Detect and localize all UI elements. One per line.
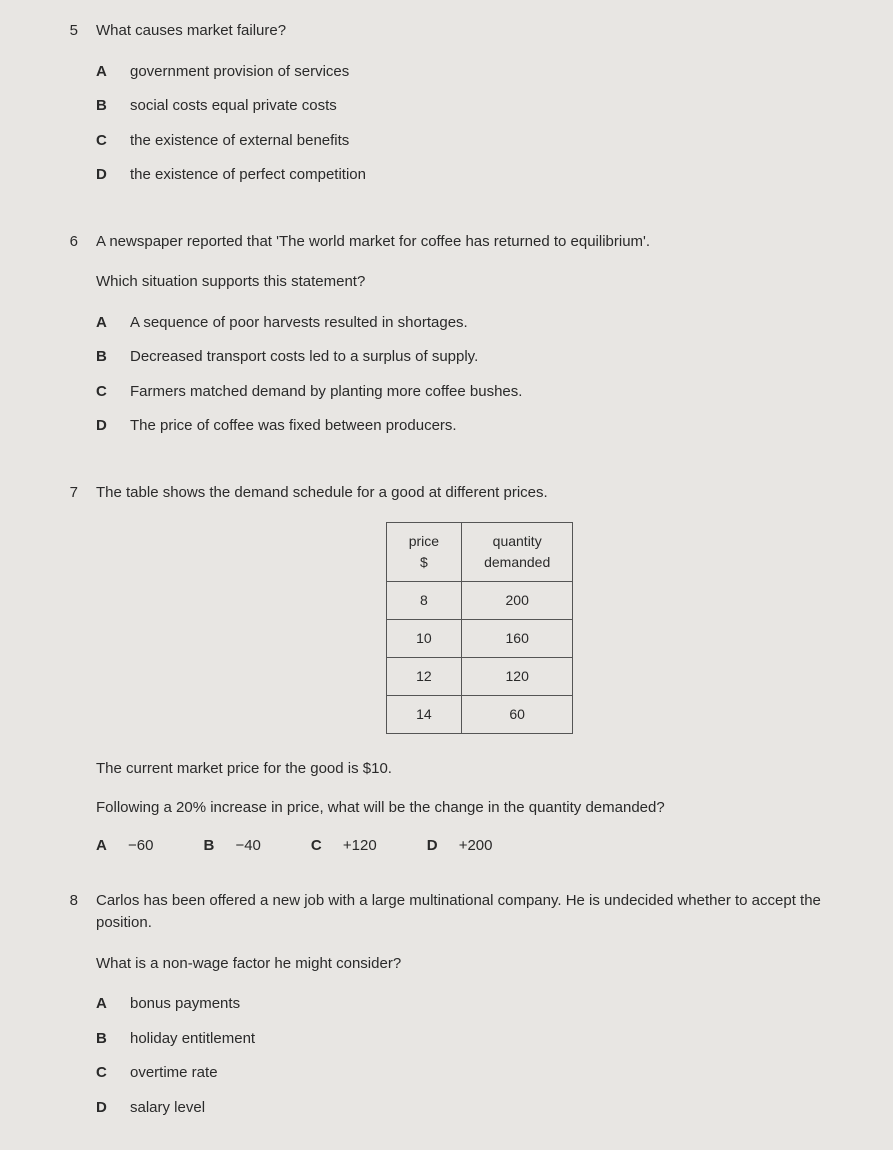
options-list: A bonus payments B holiday entitlement C… <box>96 993 863 1119</box>
option-b: B −40 <box>203 835 260 858</box>
question-7: 7 The table shows the demand schedule fo… <box>50 482 863 858</box>
table-cell: 10 <box>386 620 461 658</box>
question-text: A newspaper reported that 'The world mar… <box>96 231 863 254</box>
table-cell: 12 <box>386 658 461 696</box>
question-content: Carlos has been offered a new job with a… <box>96 890 863 1132</box>
option-c: C Farmers matched demand by planting mor… <box>96 381 863 404</box>
option-letter: D <box>96 1097 114 1120</box>
option-letter: C <box>96 130 114 153</box>
table-row: 8 200 <box>386 582 573 620</box>
option-text: government provision of services <box>130 61 863 84</box>
option-c: C overtime rate <box>96 1062 863 1085</box>
question-5: 5 What causes market failure? A governme… <box>50 20 863 199</box>
option-letter: C <box>96 1062 114 1085</box>
question-row: 5 What causes market failure? A governme… <box>50 20 863 199</box>
option-text: social costs equal private costs <box>130 95 863 118</box>
header-line: quantity <box>484 531 550 552</box>
table-cell: 14 <box>386 696 461 734</box>
option-text: −60 <box>128 835 153 858</box>
option-b: B Decreased transport costs led to a sur… <box>96 346 863 369</box>
option-letter: B <box>96 95 114 118</box>
table-row: 14 60 <box>386 696 573 734</box>
question-row: 7 The table shows the demand schedule fo… <box>50 482 863 858</box>
option-letter: B <box>96 346 114 369</box>
option-text: −40 <box>235 835 260 858</box>
option-letter: D <box>427 835 445 858</box>
option-text: salary level <box>130 1097 863 1120</box>
question-number: 6 <box>50 231 78 254</box>
header-line: demanded <box>484 552 550 573</box>
option-text: bonus payments <box>130 993 863 1016</box>
question-content: A newspaper reported that 'The world mar… <box>96 231 863 450</box>
question-content: What causes market failure? A government… <box>96 20 863 199</box>
option-text: overtime rate <box>130 1062 863 1085</box>
table-cell: 200 <box>462 582 573 620</box>
option-letter: C <box>96 381 114 404</box>
option-letter: B <box>203 835 221 858</box>
option-d: D salary level <box>96 1097 863 1120</box>
question-text: Carlos has been offered a new job with a… <box>96 890 863 935</box>
header-line: $ <box>409 552 439 573</box>
option-c: C the existence of external benefits <box>96 130 863 153</box>
option-text: Farmers matched demand by planting more … <box>130 381 863 404</box>
option-letter: A <box>96 312 114 335</box>
question-number: 8 <box>50 890 78 913</box>
question-number: 5 <box>50 20 78 43</box>
option-letter: D <box>96 164 114 187</box>
question-number: 7 <box>50 482 78 505</box>
table-header-row: price $ quantity demanded <box>386 523 573 582</box>
option-letter: A <box>96 993 114 1016</box>
option-a: A A sequence of poor harvests resulted i… <box>96 312 863 335</box>
option-a: A −60 <box>96 835 153 858</box>
option-text: The price of coffee was fixed between pr… <box>130 415 863 438</box>
option-text: the existence of external benefits <box>130 130 863 153</box>
question-subtext: Following a 20% increase in price, what … <box>96 797 863 820</box>
options-list: A A sequence of poor harvests resulted i… <box>96 312 863 438</box>
question-8: 8 Carlos has been offered a new job with… <box>50 890 863 1132</box>
question-content: The table shows the demand schedule for … <box>96 482 863 858</box>
option-text: A sequence of poor harvests resulted in … <box>130 312 863 335</box>
question-row: 8 Carlos has been offered a new job with… <box>50 890 863 1132</box>
option-d: D The price of coffee was fixed between … <box>96 415 863 438</box>
option-letter: B <box>96 1028 114 1051</box>
option-c: C +120 <box>311 835 377 858</box>
option-letter: C <box>311 835 329 858</box>
header-line: price <box>409 531 439 552</box>
table-header-price: price $ <box>386 523 461 582</box>
question-6: 6 A newspaper reported that 'The world m… <box>50 231 863 450</box>
option-text: Decreased transport costs led to a surpl… <box>130 346 863 369</box>
table-cell: 160 <box>462 620 573 658</box>
option-text: +200 <box>459 835 493 858</box>
table-cell: 120 <box>462 658 573 696</box>
option-a: A bonus payments <box>96 993 863 1016</box>
horizontal-options: A −60 B −40 C +120 D +200 <box>96 835 863 858</box>
option-letter: A <box>96 61 114 84</box>
question-subtext: Which situation supports this statement? <box>96 271 863 294</box>
table-cell: 8 <box>386 582 461 620</box>
option-text: +120 <box>343 835 377 858</box>
option-a: A government provision of services <box>96 61 863 84</box>
option-text: holiday entitlement <box>130 1028 863 1051</box>
options-list: A government provision of services B soc… <box>96 61 863 187</box>
question-subtext: What is a non-wage factor he might consi… <box>96 953 863 976</box>
question-text: What causes market failure? <box>96 20 863 43</box>
demand-schedule-table: price $ quantity demanded 8 200 10 <box>386 522 574 734</box>
table-row: 12 120 <box>386 658 573 696</box>
table-row: 10 160 <box>386 620 573 658</box>
option-b: B holiday entitlement <box>96 1028 863 1051</box>
option-b: B social costs equal private costs <box>96 95 863 118</box>
option-d: D +200 <box>427 835 493 858</box>
question-subtext: The current market price for the good is… <box>96 758 863 781</box>
table-container: price $ quantity demanded 8 200 10 <box>96 522 863 734</box>
question-text: The table shows the demand schedule for … <box>96 482 863 505</box>
table-header-quantity: quantity demanded <box>462 523 573 582</box>
table-cell: 60 <box>462 696 573 734</box>
option-text: the existence of perfect competition <box>130 164 863 187</box>
option-letter: D <box>96 415 114 438</box>
question-row: 6 A newspaper reported that 'The world m… <box>50 231 863 450</box>
option-d: D the existence of perfect competition <box>96 164 863 187</box>
option-letter: A <box>96 835 114 858</box>
